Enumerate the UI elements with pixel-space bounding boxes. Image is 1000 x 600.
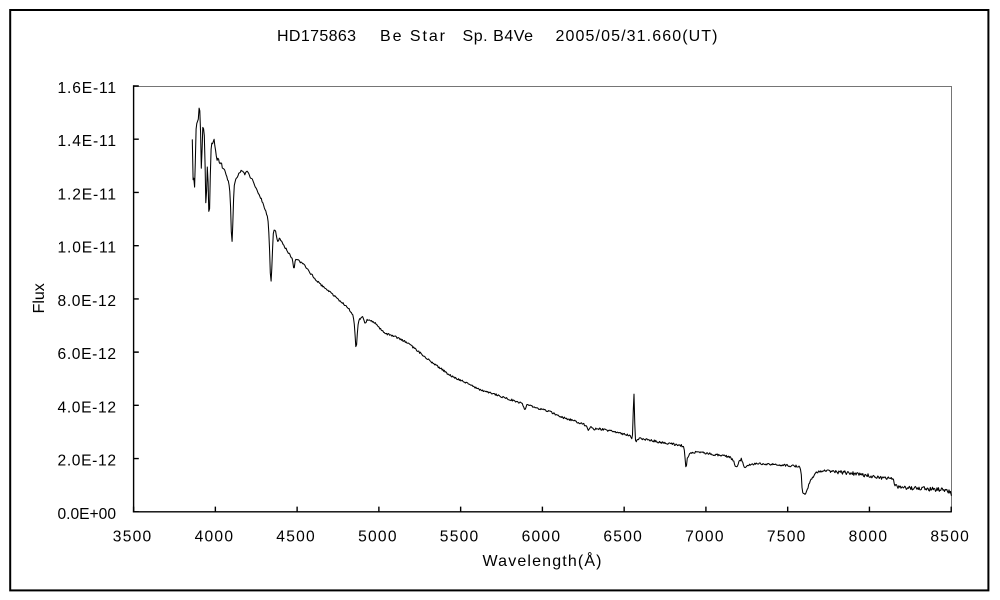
svg-text:7000: 7000 xyxy=(685,529,724,546)
svg-text:Flux: Flux xyxy=(31,283,48,313)
svg-text:4.0E-12: 4.0E-12 xyxy=(58,399,117,416)
svg-text:Wavelength(Å): Wavelength(Å) xyxy=(483,551,602,570)
svg-text:2005/05/31.660(UT): 2005/05/31.660(UT) xyxy=(556,28,718,45)
svg-text:1.4E-11: 1.4E-11 xyxy=(58,133,117,150)
svg-text:HD175863: HD175863 xyxy=(277,28,356,45)
svg-text:6500: 6500 xyxy=(603,529,642,546)
svg-text:4000: 4000 xyxy=(195,529,234,546)
svg-text:8000: 8000 xyxy=(849,529,888,546)
svg-text:4500: 4500 xyxy=(276,529,315,546)
svg-text:1.6E-11: 1.6E-11 xyxy=(58,80,117,97)
svg-text:0.0E+00: 0.0E+00 xyxy=(58,506,117,523)
svg-text:2.0E-12: 2.0E-12 xyxy=(58,453,117,470)
svg-text:3500: 3500 xyxy=(113,529,152,546)
svg-text:5500: 5500 xyxy=(440,529,479,546)
svg-text:Sp. B4Ve: Sp. B4Ve xyxy=(463,28,534,45)
svg-text:6000: 6000 xyxy=(522,529,561,546)
svg-text:1.0E-11: 1.0E-11 xyxy=(58,240,117,257)
svg-text:6.0E-12: 6.0E-12 xyxy=(58,346,117,363)
svg-text:Be Star: Be Star xyxy=(380,28,446,45)
svg-text:8500: 8500 xyxy=(930,529,969,546)
svg-text:1.2E-11: 1.2E-11 xyxy=(58,186,117,203)
svg-text:5000: 5000 xyxy=(358,529,397,546)
svg-text:7500: 7500 xyxy=(767,529,806,546)
svg-text:8.0E-12: 8.0E-12 xyxy=(58,293,117,310)
